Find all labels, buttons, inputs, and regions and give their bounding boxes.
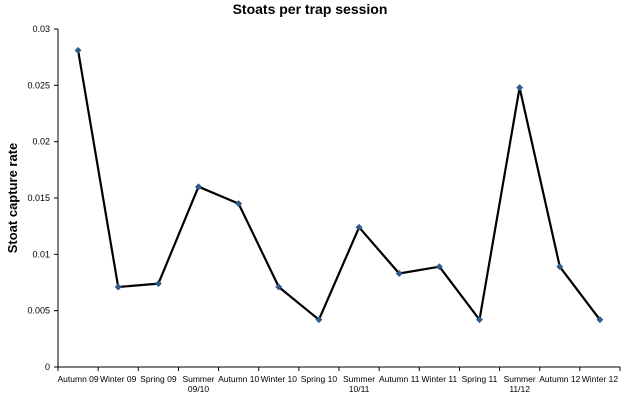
x-ticks: Autumn 09 Winter 09 Spring 09 Summer 09/10 Au… [57,367,621,394]
data-point-marker [435,263,443,271]
data-point-marker [74,46,82,54]
x-tick-label: Autumn 09 [58,374,99,384]
x-tick-label: Autumn 11 [379,374,420,384]
data-point-marker [475,316,484,324]
data-point-marker [154,280,162,288]
markers [74,46,604,324]
x-tick-label: Summer 10/11 [343,374,375,394]
x-tick-label: Autumn 12 [539,374,580,384]
series-line [77,50,601,321]
x-tick-label: Summer 09/10 [182,374,214,394]
x-tick-label: Winter 11 [421,374,457,384]
y-tick-label: 0.015 [27,193,50,203]
data-point-marker [556,263,564,271]
x-tick-label: Spring 09 [140,374,177,384]
y-tick-label: 0.01 [32,249,50,259]
data-point-marker [275,283,283,291]
y-tick-label: 0.005 [27,306,50,316]
y-tick-label: 0 [45,362,50,372]
x-tick-label: Winter 09 [100,374,137,384]
x-tick-label: Spring 10 [301,374,338,384]
x-tick-label: Summer 11/12 [504,374,536,394]
x-tick-label: Autumn 10 [218,374,259,384]
y-axis-label: Stoat capture rate [5,143,20,254]
y-tick-label: 0.03 [32,24,50,34]
x-tick-label: Spring 11 [462,374,498,384]
data-point-marker [315,316,323,324]
y-ticks: 0 0.005 0.01 0.015 0.02 0.025 0.03 [27,24,58,372]
series-line-group [77,50,601,321]
data-point-marker [596,316,604,324]
chart-title: Stoats per trap session [233,1,388,17]
data-point-marker [355,223,363,231]
axes [57,29,620,368]
data-point-marker [516,84,524,92]
data-point-marker [235,200,243,208]
y-tick-label: 0.02 [32,137,50,147]
data-point-marker [114,283,122,291]
data-point-marker [395,269,403,278]
x-tick-label: Winter 10 [261,374,298,384]
x-tick-label: Winter 12 [582,374,619,384]
data-point-marker [194,183,203,191]
y-tick-label: 0.025 [27,80,50,90]
